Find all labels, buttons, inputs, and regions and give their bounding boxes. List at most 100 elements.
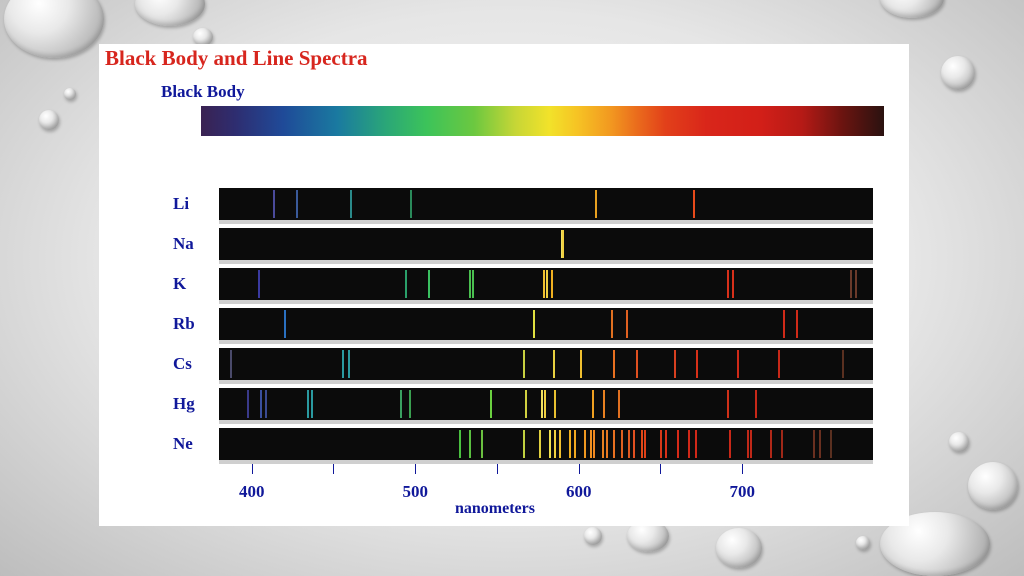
axis-tick-label: 600 [565, 482, 592, 501]
spectrum-strip-cs [219, 348, 873, 384]
element-label-na: Na [173, 234, 194, 253]
water-drop-decoration [193, 28, 213, 46]
emission-line [554, 430, 557, 458]
water-drop-decoration [584, 527, 602, 545]
emission-line [559, 430, 562, 458]
emission-line [573, 430, 576, 458]
axis-title: nanometers [455, 500, 535, 517]
emission-line [819, 430, 822, 458]
emission-line [583, 430, 586, 458]
emission-line [264, 390, 267, 418]
emission-line [542, 270, 545, 298]
emission-line [812, 430, 815, 458]
axis-major-tick [742, 464, 744, 474]
emission-line [480, 430, 483, 458]
emission-line [459, 430, 462, 458]
spectrum-strip-na [219, 228, 873, 264]
emission-line [729, 430, 732, 458]
line-spectra-area [219, 188, 873, 464]
emission-line [428, 270, 431, 298]
element-label-k: K [173, 274, 187, 293]
axis-tick-label: 500 [402, 482, 428, 501]
emission-line [781, 430, 784, 458]
axis-minor-tick [496, 464, 498, 474]
emission-line [568, 430, 571, 458]
emission-line [688, 430, 691, 458]
water-drop-decoration [4, 0, 104, 58]
emission-line [408, 390, 411, 418]
emission-line [603, 390, 606, 418]
water-drop-decoration [716, 528, 762, 568]
emission-line [259, 390, 262, 418]
emission-line [472, 270, 475, 298]
emission-line [601, 430, 604, 458]
emission-line [523, 430, 526, 458]
emission-line [613, 350, 616, 378]
emission-line [640, 430, 643, 458]
emission-line [469, 270, 472, 298]
emission-line [696, 350, 699, 378]
emission-line [660, 430, 663, 458]
emission-line [405, 270, 408, 298]
emission-line [778, 350, 781, 378]
emission-line [727, 270, 730, 298]
black-body-spectrum-bar [201, 106, 884, 136]
element-label-cs: Cs [173, 354, 192, 373]
emission-line [732, 270, 735, 298]
emission-line [632, 430, 635, 458]
emission-line [606, 430, 609, 458]
emission-line [560, 230, 563, 258]
emission-line [673, 350, 676, 378]
emission-line [644, 430, 647, 458]
emission-line [549, 430, 552, 458]
axis-minor-tick [333, 464, 335, 474]
emission-line [613, 430, 616, 458]
emission-line [410, 190, 413, 218]
emission-line [750, 430, 753, 458]
water-drop-decoration [64, 88, 76, 100]
axis-tick-label: 700 [729, 482, 755, 501]
water-drop-decoration [968, 462, 1018, 510]
emission-line [307, 390, 310, 418]
emission-line [694, 430, 697, 458]
emission-line [591, 390, 594, 418]
emission-line [841, 350, 844, 378]
axis-major-tick [578, 464, 580, 474]
emission-line [562, 230, 565, 258]
emission-line [627, 430, 630, 458]
emission-line [621, 430, 624, 458]
water-drop-decoration [880, 0, 944, 18]
spectrum-strip-ne [219, 428, 873, 464]
emission-line [611, 310, 614, 338]
element-label-li: Li [173, 194, 190, 213]
emission-line [617, 390, 620, 418]
emission-line [246, 390, 249, 418]
emission-line [850, 270, 853, 298]
emission-line [693, 190, 696, 218]
spectrum-strip-hg [219, 388, 873, 424]
slide-title: Black Body and Line Spectra [105, 46, 368, 70]
slide-content: Black Body and Line Spectra Black Body L… [99, 44, 909, 526]
axis-tick-label: 400 [238, 482, 265, 501]
emission-line [310, 390, 313, 418]
element-label-ne: Ne [173, 434, 193, 453]
emission-line [523, 350, 526, 378]
emission-line [258, 270, 261, 298]
emission-line [550, 270, 553, 298]
spectrum-strip-li [219, 188, 873, 224]
axis-major-tick [251, 464, 253, 474]
black-body-label: Black Body [161, 82, 245, 101]
emission-line [552, 350, 555, 378]
axis-major-tick [415, 464, 417, 474]
emission-line [349, 190, 352, 218]
emission-line [490, 390, 493, 418]
water-drop-decoration [941, 56, 975, 90]
emission-line [554, 390, 557, 418]
emission-line [593, 430, 596, 458]
emission-line [665, 430, 668, 458]
emission-line [580, 350, 583, 378]
emission-line [755, 390, 758, 418]
emission-line [747, 430, 750, 458]
emission-line [830, 430, 833, 458]
water-drop-decoration [856, 536, 870, 550]
